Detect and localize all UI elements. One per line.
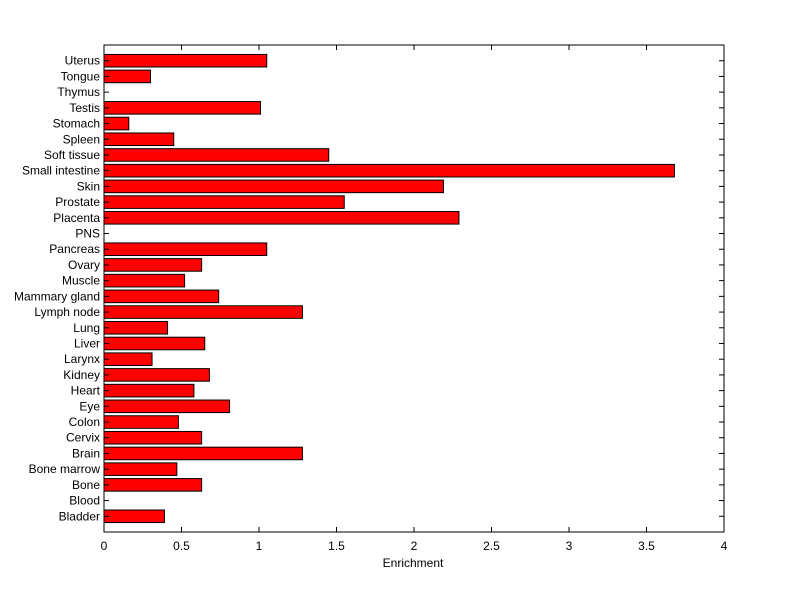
x-tick-label: 3.5 xyxy=(638,539,655,553)
x-axis-label: Enrichment xyxy=(383,556,444,570)
bar-skin xyxy=(103,179,444,194)
x-tick-label: 0 xyxy=(101,539,108,553)
y-tick-label: Larynx xyxy=(64,352,100,366)
y-tick-label: Prostate xyxy=(55,195,100,209)
bar-bone-marrow xyxy=(103,462,178,476)
bar-placenta xyxy=(103,211,460,225)
y-tick-label: Colon xyxy=(69,415,100,429)
bar-muscle xyxy=(103,273,186,288)
x-tick-label: 2 xyxy=(411,539,418,553)
bar-soft-tissue xyxy=(103,148,330,162)
bar-brain xyxy=(103,446,303,461)
y-tick-label: Lung xyxy=(73,321,100,335)
bar-uterus xyxy=(103,53,268,68)
y-tick-label: Bladder xyxy=(59,509,100,523)
bar-bone xyxy=(103,478,203,492)
y-tick-label: Mammary gland xyxy=(14,289,100,303)
y-tick-label: Muscle xyxy=(62,274,100,288)
bar-tongue xyxy=(103,69,151,84)
y-tick-label: Stomach xyxy=(53,117,100,131)
bar-prostate xyxy=(103,195,345,209)
y-tick-label: Brain xyxy=(72,446,100,460)
x-tick-label: 1.5 xyxy=(328,539,345,553)
y-tick-label: Testis xyxy=(69,101,100,115)
x-tick-label: 4 xyxy=(721,539,728,553)
y-tick-label: Pancreas xyxy=(49,242,100,256)
bar-spleen xyxy=(103,132,175,147)
bar-lung xyxy=(103,320,169,335)
bar-small-intestine xyxy=(103,163,675,178)
y-tick-label: Uterus xyxy=(65,54,100,68)
bar-testis xyxy=(103,101,262,115)
bar-liver xyxy=(103,336,206,351)
y-tick-label: Ovary xyxy=(68,258,100,272)
bar-heart xyxy=(103,383,195,398)
ticks-layer xyxy=(103,45,725,532)
x-tick-label: 0.5 xyxy=(173,539,190,553)
y-tick-label: Tongue xyxy=(61,69,101,83)
y-tick-label: PNS xyxy=(75,227,100,241)
bar-lymph-node xyxy=(103,305,303,319)
y-tick-label: Skin xyxy=(77,179,100,193)
bar-eye xyxy=(103,399,231,414)
y-tick-label: Soft tissue xyxy=(44,148,100,162)
bar-mammary-gland xyxy=(103,289,220,304)
y-tick-label: Cervix xyxy=(66,431,100,445)
bar-cervix xyxy=(103,430,203,445)
y-tick-label: Thymus xyxy=(57,85,100,99)
bar-pancreas xyxy=(103,242,268,257)
y-tick-label: Bone marrow xyxy=(29,462,101,476)
y-tick-label: Blood xyxy=(69,494,100,508)
y-tick-label: Spleen xyxy=(63,132,100,146)
y-tick-label: Small intestine xyxy=(22,164,100,178)
bar-bladder xyxy=(103,509,165,524)
y-tick-label: Liver xyxy=(74,336,100,350)
bar-larynx xyxy=(103,352,153,366)
x-tick-label: 2.5 xyxy=(483,539,500,553)
bar-ovary xyxy=(103,258,203,272)
x-tick-label: 3 xyxy=(566,539,573,553)
y-tick-label: Heart xyxy=(71,384,101,398)
plot-frame xyxy=(103,44,725,533)
y-tick-label: Lymph node xyxy=(34,305,100,319)
y-tick-label: Eye xyxy=(79,399,100,413)
y-tick-label: Kidney xyxy=(63,368,100,382)
x-tick-label: 1 xyxy=(256,539,263,553)
y-tick-label: Placenta xyxy=(53,211,100,225)
bar-colon xyxy=(103,415,179,429)
bar-kidney xyxy=(103,368,210,382)
y-tick-label: Bone xyxy=(72,478,100,492)
